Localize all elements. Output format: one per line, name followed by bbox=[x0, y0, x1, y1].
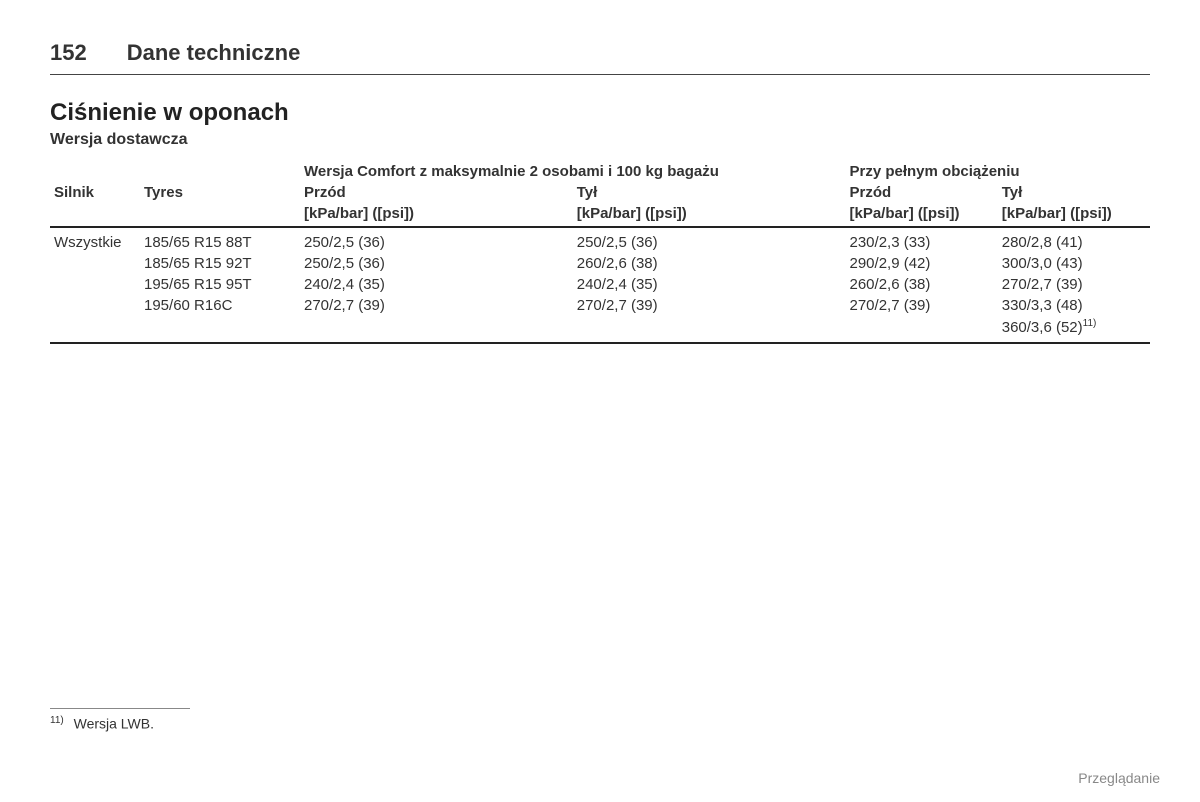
footnote-ref-label: 11) bbox=[50, 715, 64, 726]
cell-engine bbox=[50, 253, 140, 274]
footnote: 11) Wersja LWB. bbox=[50, 708, 190, 732]
section-subtitle: Wersja dostawcza bbox=[50, 131, 1150, 149]
col-header-front: Przód bbox=[846, 182, 998, 203]
cell-comfort-rear: 240/2,4 (35) bbox=[573, 274, 846, 295]
extra-value: 360/3,6 (52) bbox=[1002, 319, 1083, 336]
cell-engine bbox=[50, 295, 140, 316]
cell-full-rear: 330/3,3 (48) bbox=[998, 295, 1150, 316]
cell-engine: Wszystkie bbox=[50, 227, 140, 253]
cell-full-rear: 300/3,0 (43) bbox=[998, 253, 1150, 274]
cell-full-front: 230/2,3 (33) bbox=[846, 227, 998, 253]
cell-tyres: 185/65 R15 88T bbox=[140, 227, 300, 253]
cell-comfort-front: 250/2,5 (36) bbox=[300, 253, 573, 274]
section-title: Ciśnienie w oponach bbox=[50, 99, 1150, 127]
cell-tyres: 195/65 R15 95T bbox=[140, 274, 300, 295]
cell-full-rear: 270/2,7 (39) bbox=[998, 274, 1150, 295]
cell-full-front: 260/2,6 (38) bbox=[846, 274, 998, 295]
table-row: 195/60 R16C 270/2,7 (39) 270/2,7 (39) 27… bbox=[50, 295, 1150, 316]
group-header-comfort: Wersja Comfort z maksymalnie 2 osobami i… bbox=[300, 159, 846, 182]
col-header-engine: Silnik bbox=[50, 182, 140, 203]
footnote-ref: 11) bbox=[1083, 318, 1097, 329]
table-row-extra: 360/3,6 (52)11) bbox=[50, 316, 1150, 343]
cell-comfort-rear: 260/2,6 (38) bbox=[573, 253, 846, 274]
group-header-full-load: Przy pełnym obciążeniu bbox=[846, 159, 1151, 182]
unit-label: [kPa/bar] ([psi]) bbox=[846, 203, 998, 227]
table-row: 185/65 R15 92T 250/2,5 (36) 260/2,6 (38)… bbox=[50, 253, 1150, 274]
page-header: 152 Dane techniczne bbox=[50, 40, 1150, 75]
cell-comfort-front: 240/2,4 (35) bbox=[300, 274, 573, 295]
cell-full-rear: 280/2,8 (41) bbox=[998, 227, 1150, 253]
page-number: 152 bbox=[50, 40, 87, 66]
unit-label: [kPa/bar] ([psi]) bbox=[998, 203, 1150, 227]
table-row: Wszystkie 185/65 R15 88T 250/2,5 (36) 25… bbox=[50, 227, 1150, 253]
table-group-header-row: Wersja Comfort z maksymalnie 2 osobami i… bbox=[50, 159, 1150, 182]
col-header-front: Przód bbox=[300, 182, 573, 203]
cell-comfort-front: 250/2,5 (36) bbox=[300, 227, 573, 253]
cell-comfort-rear: 270/2,7 (39) bbox=[573, 295, 846, 316]
col-header-rear: Tył bbox=[998, 182, 1150, 203]
table-unit-row: [kPa/bar] ([psi]) [kPa/bar] ([psi]) [kPa… bbox=[50, 203, 1150, 227]
footnote-separator bbox=[50, 708, 190, 709]
unit-label: [kPa/bar] ([psi]) bbox=[300, 203, 573, 227]
table-row: 195/65 R15 95T 240/2,4 (35) 240/2,4 (35)… bbox=[50, 274, 1150, 295]
table-sub-header-row: Silnik Tyres Przód Tył Przód Tył bbox=[50, 182, 1150, 203]
footnote-text: Wersja LWB. bbox=[74, 716, 154, 732]
cell-full-rear-extra: 360/3,6 (52)11) bbox=[998, 316, 1150, 343]
unit-label: [kPa/bar] ([psi]) bbox=[573, 203, 846, 227]
tyre-pressure-table: Wersja Comfort z maksymalnie 2 osobami i… bbox=[50, 159, 1150, 344]
col-header-tyres: Tyres bbox=[140, 182, 300, 203]
cell-engine bbox=[50, 274, 140, 295]
page-chapter-title: Dane techniczne bbox=[127, 40, 301, 66]
browsing-label: Przeglądanie bbox=[1078, 770, 1160, 786]
col-header-rear: Tył bbox=[573, 182, 846, 203]
cell-full-front: 270/2,7 (39) bbox=[846, 295, 998, 316]
cell-comfort-front: 270/2,7 (39) bbox=[300, 295, 573, 316]
cell-tyres: 195/60 R16C bbox=[140, 295, 300, 316]
cell-full-front: 290/2,9 (42) bbox=[846, 253, 998, 274]
cell-tyres: 185/65 R15 92T bbox=[140, 253, 300, 274]
cell-comfort-rear: 250/2,5 (36) bbox=[573, 227, 846, 253]
